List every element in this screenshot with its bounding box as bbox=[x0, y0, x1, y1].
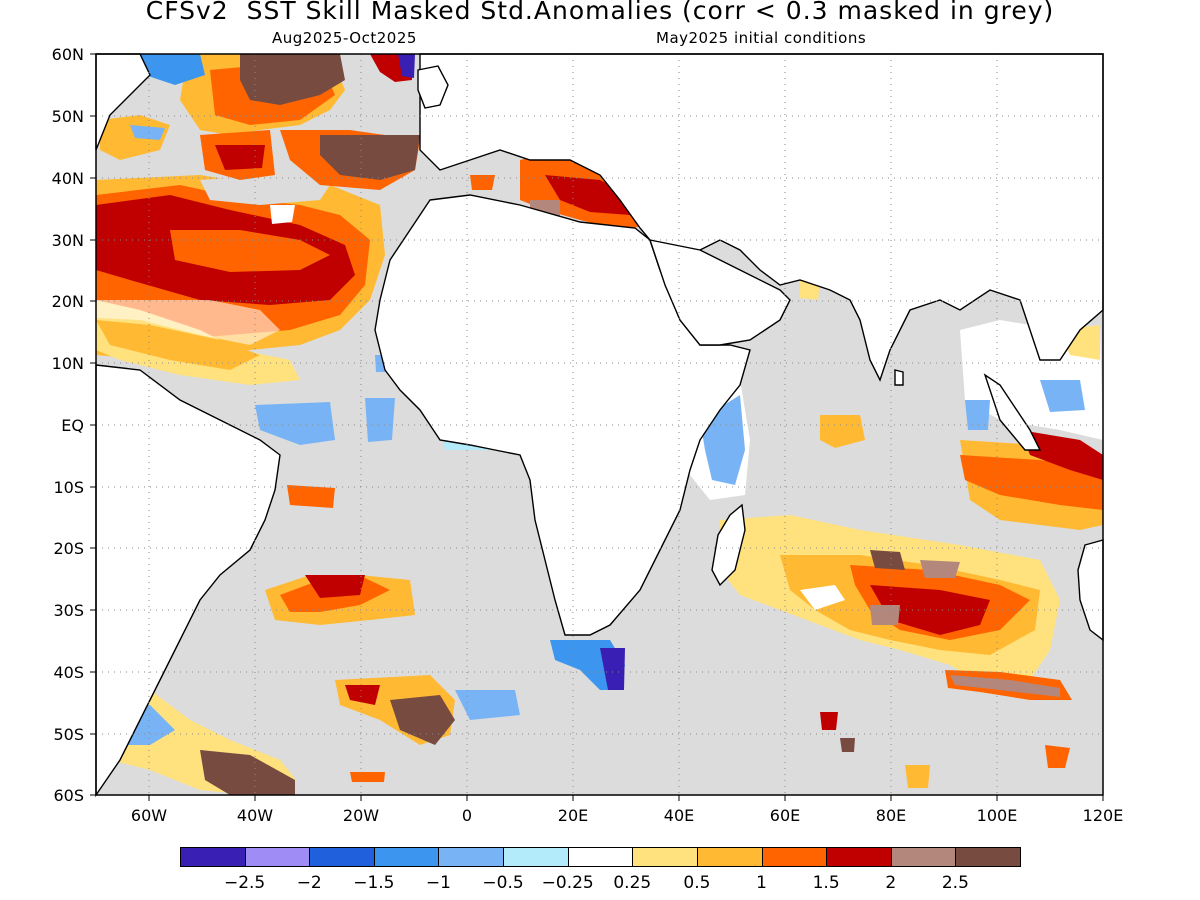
target-period-subtitle: Aug2025-Oct2025 bbox=[272, 29, 417, 47]
colorbar-label: 1 bbox=[756, 873, 767, 893]
eurasia-coastline bbox=[419, 53, 1104, 382]
lon-label: 20W bbox=[343, 806, 379, 825]
anomaly-region bbox=[820, 712, 838, 730]
colorbar-label: 0.5 bbox=[683, 873, 711, 893]
anomaly-region bbox=[398, 54, 415, 78]
lat-label: 40S bbox=[53, 663, 84, 682]
lon-label: 100E bbox=[977, 806, 1018, 825]
lat-label: 50N bbox=[52, 107, 84, 126]
anomaly-region bbox=[255, 402, 335, 445]
lat-label: 10N bbox=[52, 354, 84, 373]
colorbar bbox=[180, 847, 1021, 869]
anomaly-region bbox=[287, 485, 335, 508]
colorbar-label: −1 bbox=[425, 873, 451, 893]
anomaly-region bbox=[545, 175, 640, 215]
colorbar-swatch bbox=[180, 847, 246, 867]
sumatra-coastline bbox=[983, 373, 1042, 451]
lat-label: 20N bbox=[52, 292, 84, 311]
lat-label: 60S bbox=[53, 786, 84, 805]
colorbar-swatch bbox=[438, 847, 505, 867]
south-america-coastline bbox=[95, 364, 281, 798]
colorbar-label: −2.5 bbox=[223, 873, 266, 893]
lon-label: 40E bbox=[664, 806, 694, 825]
lat-label: 10S bbox=[53, 478, 84, 497]
uk-coastline bbox=[417, 65, 449, 109]
anomaly-region bbox=[240, 54, 345, 105]
chart-title: CFSv2 SST Skill Masked Std.Anomalies (co… bbox=[145, 0, 1055, 25]
anomaly-region bbox=[365, 398, 395, 442]
lat-label: 30N bbox=[52, 231, 84, 250]
anomaly-region bbox=[345, 685, 380, 705]
anomaly-region bbox=[870, 605, 900, 625]
anomaly-region bbox=[870, 550, 905, 570]
colorbar-swatch bbox=[244, 847, 311, 867]
initial-conditions-subtitle: May2025 initial conditions bbox=[656, 29, 867, 47]
lon-label: 20E bbox=[558, 806, 588, 825]
colorbar-swatch bbox=[826, 847, 892, 867]
lat-label: 20S bbox=[53, 539, 84, 558]
anomaly-region bbox=[965, 400, 990, 430]
colorbar-swatch bbox=[373, 847, 440, 867]
anomaly-region bbox=[600, 648, 625, 690]
lat-label: 30S bbox=[53, 601, 84, 620]
colorbar-label: −2 bbox=[296, 873, 322, 893]
mask-hole bbox=[200, 175, 330, 205]
lat-label: 50S bbox=[53, 725, 84, 744]
anomaly-region bbox=[270, 205, 295, 224]
anomaly-region bbox=[390, 695, 455, 745]
colorbar-swatch bbox=[955, 847, 1021, 867]
anomaly-region bbox=[215, 145, 265, 170]
anomaly-region bbox=[130, 125, 165, 140]
colorbar-label: 0.25 bbox=[613, 873, 652, 893]
colorbar-label: −0.5 bbox=[482, 873, 524, 893]
anomaly-region bbox=[1040, 380, 1085, 412]
lon-label: 120E bbox=[1083, 806, 1124, 825]
lon-label: 40W bbox=[237, 806, 273, 825]
lat-axis: 60N 50N 40N 30N 20N 10N EQ 10S 20S 30S 4… bbox=[52, 45, 84, 805]
anomaly-region bbox=[1045, 745, 1070, 768]
colorbar-swatch bbox=[503, 847, 569, 867]
lon-axis: 60W 40W 20W 0 20E 40E 60E 80E 100E 120E bbox=[131, 806, 1123, 825]
anomaly-region bbox=[96, 300, 280, 345]
lat-label: EQ bbox=[61, 416, 84, 435]
anomaly-region bbox=[350, 772, 385, 782]
colorbar-swatch bbox=[761, 847, 828, 867]
lon-label: 0 bbox=[462, 806, 472, 825]
lat-label: 40N bbox=[52, 169, 84, 188]
arabia-coastline bbox=[648, 239, 791, 346]
anomaly-region bbox=[305, 575, 365, 598]
lon-label: 60E bbox=[770, 806, 800, 825]
anomaly-region bbox=[820, 415, 865, 448]
lon-label: 80E bbox=[876, 806, 906, 825]
sri-lanka-coastline bbox=[894, 369, 904, 386]
tick-marks bbox=[90, 53, 1104, 801]
anomaly-region bbox=[200, 750, 295, 795]
colorbar-swatch bbox=[890, 847, 957, 867]
lat-label: 60N bbox=[52, 45, 84, 64]
colorbar-swatch bbox=[632, 847, 698, 867]
madagascar-coastline bbox=[711, 503, 746, 587]
colorbar-label: 2.5 bbox=[941, 873, 969, 893]
colorbar-swatch bbox=[567, 847, 634, 867]
anomaly-region bbox=[950, 675, 1060, 697]
anomaly-region bbox=[840, 738, 855, 752]
colorbar-swatch bbox=[309, 847, 375, 867]
colorbar-label: 1.5 bbox=[812, 873, 840, 893]
anomaly-region bbox=[470, 175, 495, 190]
colorbar-label: 2 bbox=[885, 873, 897, 893]
anomaly-region bbox=[140, 54, 205, 85]
colorbar-swatch bbox=[696, 847, 763, 867]
anomaly-region bbox=[800, 585, 845, 610]
anomaly-region bbox=[920, 560, 960, 578]
anomaly-region bbox=[455, 690, 520, 720]
anomaly-region bbox=[96, 320, 260, 370]
land bbox=[95, 53, 1104, 798]
anomaly-region bbox=[320, 135, 420, 180]
anomaly-region bbox=[1020, 430, 1103, 480]
colorbar-label: −0.25 bbox=[541, 873, 594, 893]
anomaly-region bbox=[905, 765, 930, 788]
colorbar-label: −1.5 bbox=[353, 873, 395, 893]
lon-label: 60W bbox=[131, 806, 167, 825]
